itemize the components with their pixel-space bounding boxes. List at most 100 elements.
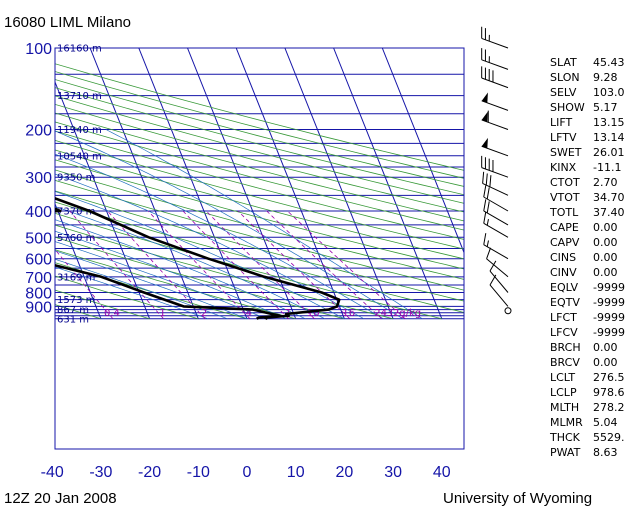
temperature-tick-label: -10 [187,464,210,481]
index-key: PWAT [550,446,581,459]
index-key: EQLV [550,281,579,294]
dry-adiabat [55,289,150,320]
index-key: LIFT [550,116,573,129]
calm-wind-marker [504,307,512,315]
dry-adiabat [55,179,464,291]
mixing-ratio-line [55,248,114,320]
temperature-profile [55,196,341,320]
index-value: 0.00 [593,251,618,264]
index-value: 0.00 [593,236,618,249]
dry-adiabat [55,224,394,320]
moist-adiabat [55,230,287,320]
pressure-tick-label: 600 [25,252,52,269]
height-label: 1573 m [57,295,95,306]
wind-barb [486,247,509,278]
mixing-ratio-line [147,210,251,320]
wind-barbs [481,26,512,315]
isotherm [89,48,199,319]
isotherm [55,80,151,319]
index-value: -9999 [593,311,625,324]
height-label: 7370 m [57,207,95,218]
index-value: 103.0 [593,86,625,99]
dry-adiabat [55,190,464,302]
mixing-ratio-label: 24 [374,308,387,319]
wind-barb [481,110,509,130]
index-value: -9999 [593,326,625,339]
height-label: 3169 m [57,272,95,283]
dry-adiabat [55,95,464,204]
mixing-ratio-line [287,210,406,320]
height-label: 16160 m [57,44,102,55]
mixing-ratio-line [69,210,164,320]
isotherm [0,48,4,319]
dewpoint-profile [55,207,282,320]
dry-adiabat [55,249,296,320]
index-key: LCLT [550,371,576,384]
index-value: 2.70 [593,176,618,189]
pressure-tick-label: 900 [25,299,52,316]
dry-adiabat [55,159,464,270]
height-label: 13710 m [57,91,102,102]
index-value: 34.70 [593,191,625,204]
moist-adiabat [55,219,306,320]
temperature-axis: -40 -30 -20 -10 0 10 20 30 40 [41,464,451,481]
wind-barb [483,233,509,260]
dry-adiabat [55,87,464,196]
wind-barb [483,185,509,212]
mixing-ratio-label: 2 [201,308,207,319]
dry-adiabat [55,103,464,213]
pressure-tick-label: 700 [25,270,52,287]
temperature-tick-label: 10 [287,464,305,481]
pressure-tick-label: 300 [25,170,52,187]
moist-adiabat [55,266,209,320]
moist-adiabat [55,191,345,320]
dry-adiabat [55,71,464,179]
wind-barb [481,26,509,49]
mixing-ratio-label: 1 [159,308,165,319]
mixing-ratio-label: 32g/kg [387,308,422,319]
wind-barb [483,211,509,238]
index-value: 5.17 [593,101,618,114]
height-labels: 16160 m 13710 m 11940 m 10540 m 9350 m 7370 m… [57,44,102,326]
dry-adiabat [55,79,464,187]
dry-adiabat [55,262,248,320]
temperature-tick-label: 0 [243,464,252,481]
index-key: CAPV [550,236,580,249]
dry-adiabat [55,112,464,222]
index-value: 45.43 [593,56,625,69]
isotherm [333,48,443,319]
mixing-ratio-label: 16 [342,308,355,319]
pressure-tick-label: 200 [25,123,52,140]
wind-barb [481,155,509,178]
temperature-tick-label: 40 [433,464,451,481]
index-value: 26.01 [593,146,625,159]
dry-adiabat [55,169,464,280]
moist-adiabat [55,241,267,320]
moist-adiabat [55,206,326,320]
index-value: 978.6 [593,386,625,399]
dry-adiabat [55,212,442,320]
isotherm [55,202,102,319]
wind-barb [481,48,509,70]
height-label: 867 m [57,305,89,316]
dry-adiabat [55,139,464,250]
dry-adiabat [55,130,464,240]
temperature-tick-label: -40 [41,464,64,481]
index-key: MLTH [550,401,580,414]
height-label: 631 m [57,314,89,325]
pressure-tick-label: 400 [25,204,52,221]
pressure-tick-label: 500 [25,230,52,247]
index-value: 5529. [593,431,625,444]
index-value: 0.00 [593,221,618,234]
height-label: 10540 m [57,151,102,162]
index-value: 278.2 [593,401,625,414]
dry-adiabat [55,149,464,260]
index-key: TOTL [550,206,579,219]
isotherm [284,48,394,319]
source-credit: University of Wyoming [443,490,593,507]
dry-adiabat [55,63,464,171]
dry-adiabat [55,201,464,313]
mixing-ratio-line [182,210,289,320]
moist-adiabat [55,250,248,320]
index-value: 0.00 [593,341,618,354]
